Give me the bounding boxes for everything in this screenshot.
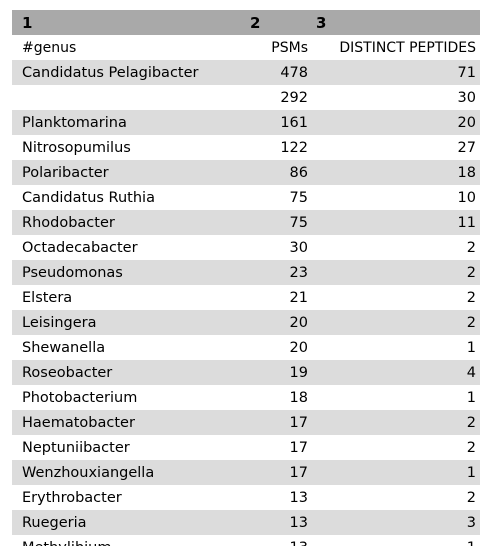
genus-cell: Rhodobacter	[12, 210, 246, 235]
genus-cell: Pseudomonas	[12, 260, 246, 285]
column-number-1[interactable]: 1	[12, 10, 246, 35]
table-row[interactable]: Photobacterium 18 1	[12, 385, 480, 410]
column-number-row: 1 2 3	[12, 10, 480, 35]
psms-cell: 17	[246, 460, 312, 485]
genus-cell: Nitrosopumilus	[12, 135, 246, 160]
genus-cell: Neptuniibacter	[12, 435, 246, 460]
table-row[interactable]: Planktomarina 161 20	[12, 110, 480, 135]
table-row[interactable]: Elstera 21 2	[12, 285, 480, 310]
header-genus[interactable]: #genus	[12, 35, 246, 60]
table-row[interactable]: Erythrobacter 13 2	[12, 485, 480, 510]
distinct-peptides-cell: 10	[312, 185, 480, 210]
psms-cell: 13	[246, 535, 312, 546]
header-distinct-peptides[interactable]: DISTINCT PEPTIDES	[312, 35, 480, 60]
distinct-peptides-cell: 3	[312, 510, 480, 535]
distinct-peptides-cell: 1	[312, 385, 480, 410]
distinct-peptides-cell: 18	[312, 160, 480, 185]
psms-cell: 21	[246, 285, 312, 310]
table-row[interactable]: Wenzhouxiangella 17 1	[12, 460, 480, 485]
distinct-peptides-cell: 4	[312, 360, 480, 385]
psms-cell: 20	[246, 335, 312, 360]
distinct-peptides-cell: 2	[312, 285, 480, 310]
table-row[interactable]: Shewanella 20 1	[12, 335, 480, 360]
genus-cell: Roseobacter	[12, 360, 246, 385]
psms-cell: 161	[246, 110, 312, 135]
psms-cell: 19	[246, 360, 312, 385]
header-psms[interactable]: PSMs	[246, 35, 312, 60]
psms-cell: 20	[246, 310, 312, 335]
genus-cell: Haematobacter	[12, 410, 246, 435]
genus-cell: Leisingera	[12, 310, 246, 335]
genus-cell: Planktomarina	[12, 110, 246, 135]
psms-cell: 75	[246, 185, 312, 210]
table-row[interactable]: Leisingera 20 2	[12, 310, 480, 335]
psms-cell: 478	[246, 60, 312, 85]
psms-cell: 23	[246, 260, 312, 285]
column-number-2[interactable]: 2	[246, 10, 312, 35]
distinct-peptides-cell: 27	[312, 135, 480, 160]
psms-cell: 75	[246, 210, 312, 235]
genus-cell: Octadecabacter	[12, 235, 246, 260]
table-row[interactable]: Roseobacter 19 4	[12, 360, 480, 385]
psms-cell: 30	[246, 235, 312, 260]
table-row[interactable]: Neptuniibacter 17 2	[12, 435, 480, 460]
table-row[interactable]: 292 30	[12, 85, 480, 110]
data-table-viewport[interactable]: 1 2 3 #genus PSMs DISTINCT PEPTIDES Cand…	[12, 10, 480, 546]
header-row: #genus PSMs DISTINCT PEPTIDES	[12, 35, 480, 60]
table-body: Candidatus Pelagibacter 478 71 292 30 Plankto…	[12, 60, 480, 546]
distinct-peptides-cell: 2	[312, 410, 480, 435]
genus-cell: Wenzhouxiangella	[12, 460, 246, 485]
table-row[interactable]: Candidatus Ruthia 75 10	[12, 185, 480, 210]
distinct-peptides-cell: 2	[312, 485, 480, 510]
psms-cell: 86	[246, 160, 312, 185]
distinct-peptides-cell: 71	[312, 60, 480, 85]
distinct-peptides-cell: 2	[312, 260, 480, 285]
column-number-3[interactable]: 3	[312, 10, 480, 35]
genus-cell: Candidatus Ruthia	[12, 185, 246, 210]
table-row[interactable]: Nitrosopumilus 122 27	[12, 135, 480, 160]
table-row[interactable]: Octadecabacter 30 2	[12, 235, 480, 260]
psms-cell: 17	[246, 410, 312, 435]
distinct-peptides-cell: 1	[312, 535, 480, 546]
distinct-peptides-cell: 20	[312, 110, 480, 135]
distinct-peptides-cell: 2	[312, 310, 480, 335]
genus-cell: Ruegeria	[12, 510, 246, 535]
distinct-peptides-cell: 2	[312, 435, 480, 460]
table-row[interactable]: Polaribacter 86 18	[12, 160, 480, 185]
distinct-peptides-cell: 1	[312, 335, 480, 360]
psms-cell: 17	[246, 435, 312, 460]
genus-cell: Candidatus Pelagibacter	[12, 60, 246, 85]
genus-cell: Photobacterium	[12, 385, 246, 410]
psms-cell: 18	[246, 385, 312, 410]
distinct-peptides-cell: 11	[312, 210, 480, 235]
genus-cell: Polaribacter	[12, 160, 246, 185]
distinct-peptides-cell: 1	[312, 460, 480, 485]
genus-cell: Methylibium	[12, 535, 246, 546]
distinct-peptides-cell: 2	[312, 235, 480, 260]
table-row[interactable]: Pseudomonas 23 2	[12, 260, 480, 285]
table-row[interactable]: Haematobacter 17 2	[12, 410, 480, 435]
psms-cell: 292	[246, 85, 312, 110]
genus-cell: Erythrobacter	[12, 485, 246, 510]
genus-cell: Elstera	[12, 285, 246, 310]
psms-cell: 13	[246, 485, 312, 510]
psms-cell: 122	[246, 135, 312, 160]
genus-table: 1 2 3 #genus PSMs DISTINCT PEPTIDES Cand…	[12, 10, 480, 546]
table-row[interactable]: Ruegeria 13 3	[12, 510, 480, 535]
genus-cell	[12, 85, 246, 110]
table-row[interactable]: Rhodobacter 75 11	[12, 210, 480, 235]
distinct-peptides-cell: 30	[312, 85, 480, 110]
psms-cell: 13	[246, 510, 312, 535]
table-row[interactable]: Candidatus Pelagibacter 478 71	[12, 60, 480, 85]
table-row[interactable]: Methylibium131	[12, 535, 480, 546]
genus-cell: Shewanella	[12, 335, 246, 360]
